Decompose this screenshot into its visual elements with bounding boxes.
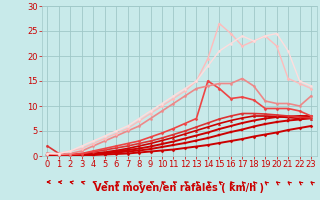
X-axis label: Vent moyen/en rafales ( km/h ): Vent moyen/en rafales ( km/h )	[94, 183, 264, 193]
